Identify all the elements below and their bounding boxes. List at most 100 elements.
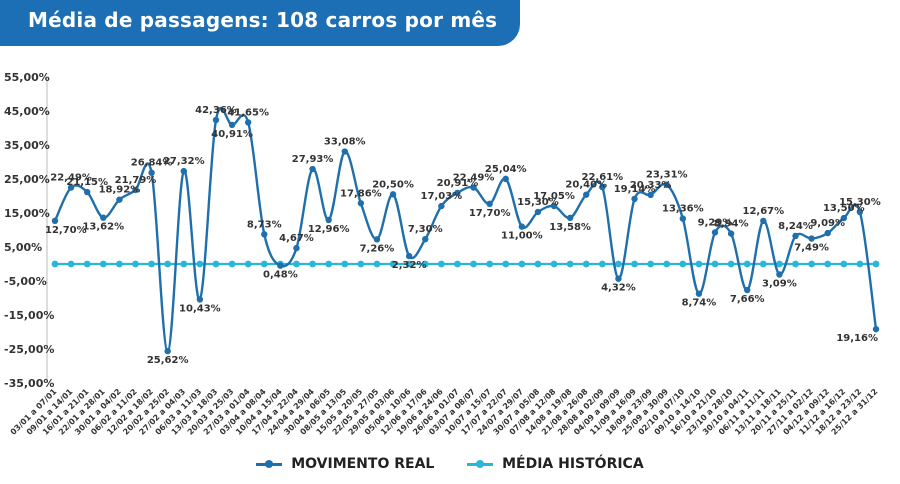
real-point (518, 223, 526, 230)
real-point (277, 262, 284, 269)
hist-point (550, 260, 558, 268)
data-label: 0,48% (263, 270, 298, 281)
y-tick-label: -5,00% (4, 275, 47, 288)
hist-point (148, 260, 155, 268)
data-label: 7,66% (730, 294, 765, 305)
real-point (83, 188, 91, 196)
data-label: 13,62% (82, 222, 124, 233)
data-label: 25,62% (147, 355, 189, 366)
data-label: 42,36% (195, 105, 237, 116)
data-label: 8,24% (778, 221, 813, 232)
real-point (180, 167, 187, 175)
real-point (695, 290, 703, 297)
data-label: 20,33% (630, 180, 672, 191)
hist-point (421, 260, 429, 268)
data-label: 22,61% (582, 172, 624, 183)
hist-point (99, 260, 107, 268)
real-point (325, 216, 332, 224)
real-point (566, 214, 574, 222)
hist-point (293, 260, 300, 268)
real-point (454, 189, 461, 197)
data-label: 19,14% (614, 184, 656, 195)
hist-point (405, 260, 413, 268)
data-label: 15,30% (839, 197, 881, 208)
real-point (711, 229, 719, 236)
hist-point (470, 260, 477, 268)
data-label: 8,74% (682, 298, 717, 309)
data-label: 8,94% (714, 219, 749, 230)
data-label: 20,50% (372, 179, 414, 190)
hist-point (824, 260, 832, 268)
hist-point (486, 260, 494, 268)
real-point (679, 215, 687, 222)
hist-point (196, 260, 204, 268)
legend-item-real: MOVIMENTO REAL (256, 456, 434, 472)
real-point (663, 181, 670, 188)
data-label: 33,08% (324, 137, 366, 148)
data-label: 20,91% (437, 178, 479, 189)
chart-legend: MOVIMENTO REAL MÉDIA HISTÓRICA (0, 456, 900, 472)
data-label: 21,15% (66, 177, 108, 188)
y-tick-label: 45,00% (4, 105, 50, 118)
legend-item-hist: MÉDIA HISTÓRICA (467, 456, 644, 472)
data-label: 11,00% (501, 231, 543, 242)
hist-point (631, 260, 638, 268)
hist-point (325, 260, 333, 268)
hist-point (776, 260, 783, 268)
data-label: 7,30% (408, 224, 443, 235)
real-point (615, 275, 622, 282)
hist-point (518, 260, 526, 268)
real-point (550, 202, 558, 210)
data-label: 4,67% (279, 233, 314, 244)
hist-point (132, 260, 139, 268)
legend-swatch-real (256, 459, 283, 468)
y-tick-label: 5,00% (4, 241, 42, 254)
real-point (67, 184, 75, 191)
real-point (100, 214, 107, 221)
data-label: 10,43% (179, 303, 221, 314)
real-point (212, 116, 220, 124)
hist-point (534, 260, 542, 268)
hist-point (598, 260, 606, 268)
real-point (261, 231, 268, 238)
hist-point (309, 260, 316, 268)
data-label: 18,92% (99, 185, 141, 196)
real-point (534, 208, 542, 216)
real-point (405, 252, 413, 260)
data-label: 25,04% (485, 164, 527, 175)
hist-point (856, 260, 864, 268)
data-label: 13,50% (823, 203, 865, 214)
y-tick-label: -25,00% (4, 343, 54, 356)
data-label: 19,16% (836, 333, 878, 344)
data-label: 12,96% (308, 224, 350, 235)
data-label: 9,29% (698, 217, 733, 228)
real-point (486, 200, 493, 208)
hist-point (647, 260, 655, 268)
real-point (583, 191, 590, 198)
data-label: 13,36% (662, 204, 704, 215)
real-point (631, 195, 638, 203)
hist-point (454, 260, 461, 268)
real-point (51, 217, 59, 225)
data-label: 17,86% (340, 188, 382, 199)
data-label: 27,93% (292, 154, 334, 165)
real-point (389, 191, 397, 198)
legend-label-hist: MÉDIA HISTÓRICA (502, 456, 644, 472)
real-point (357, 200, 365, 207)
real-point (727, 230, 735, 237)
data-label: 8,73% (247, 219, 282, 230)
hist-point (83, 260, 91, 268)
hist-point (727, 260, 735, 268)
data-label: 12,70% (45, 225, 87, 236)
data-label: 7,49% (794, 243, 829, 254)
real-point (840, 214, 848, 222)
real-point (872, 325, 880, 333)
real-point (244, 119, 252, 126)
hist-point (792, 260, 799, 268)
data-label: 4,32% (601, 283, 636, 294)
data-label: 26,84% (131, 158, 173, 169)
data-label: 27,32% (163, 156, 205, 167)
hist-point (373, 260, 381, 268)
data-label: 40,91% (211, 129, 253, 140)
